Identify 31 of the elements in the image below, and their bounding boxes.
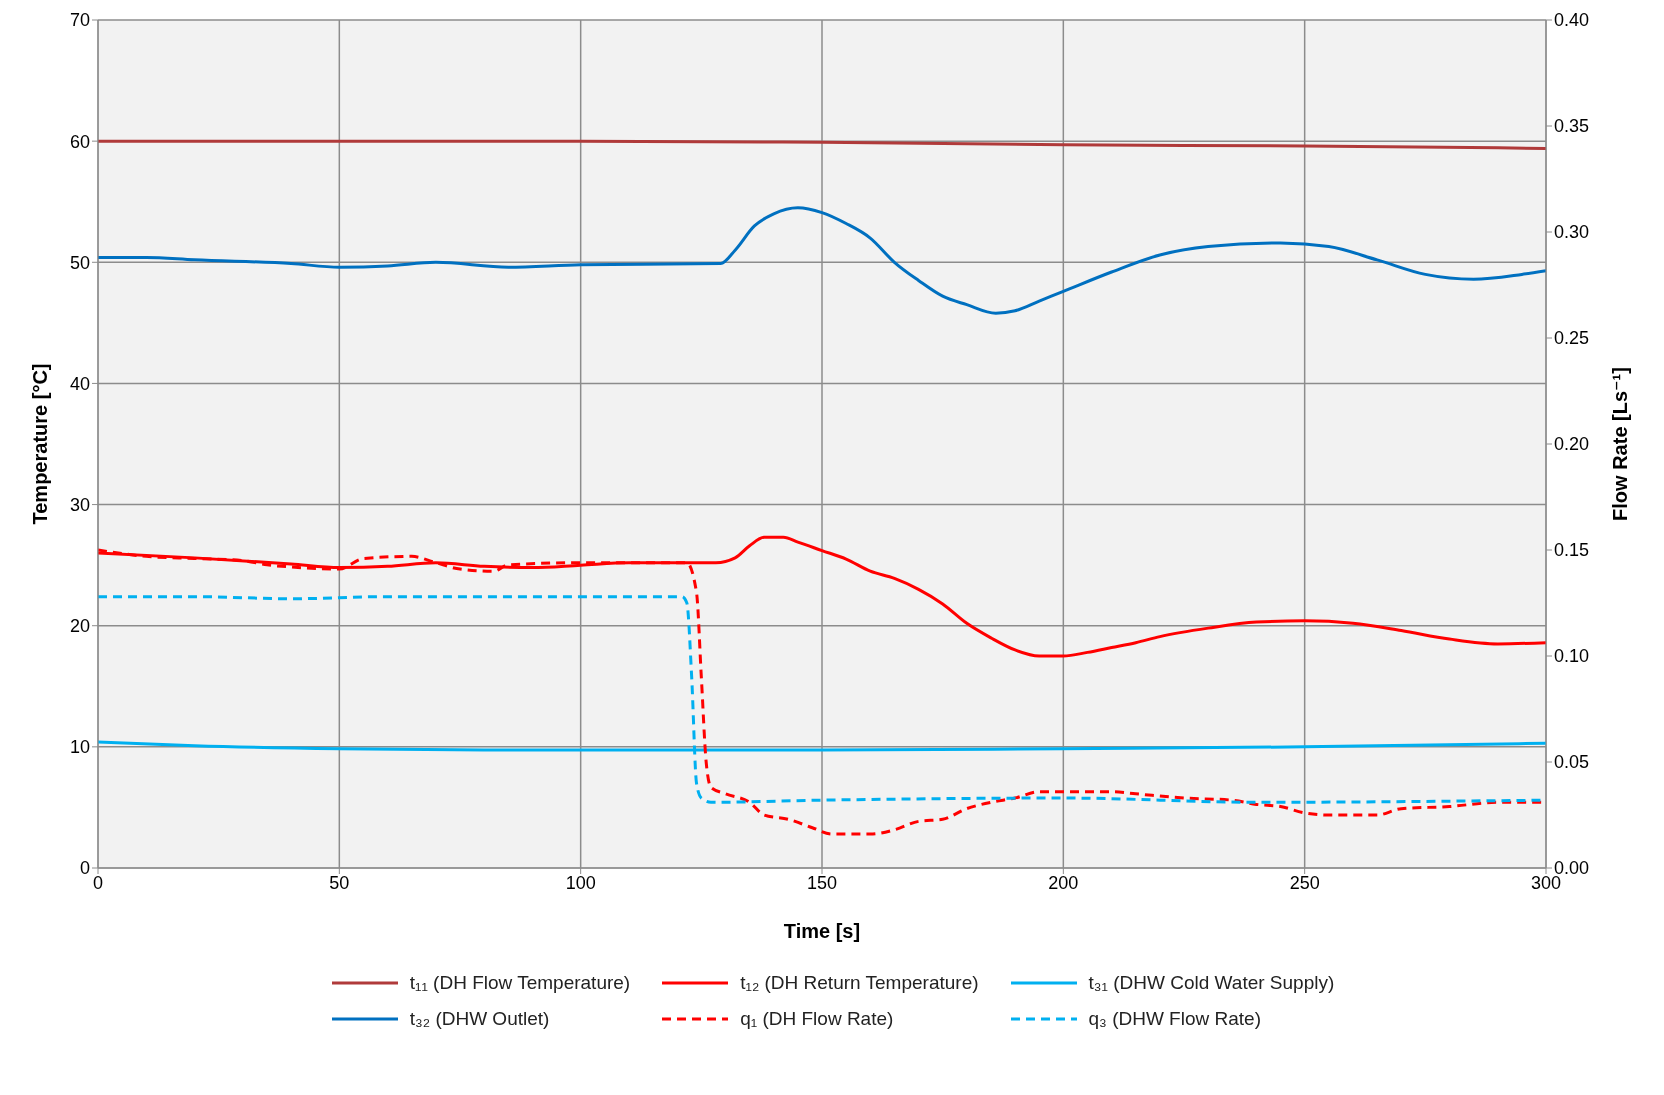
legend-label: q₁ (DH Flow Rate) [740,1008,894,1030]
legend-label: t₁₁ (DH Flow Temperature) [409,972,631,994]
x-tick-label: 0 [92,872,104,893]
y-tick-label: 70 [69,10,90,31]
y-tick-label: 40 [69,373,90,394]
x-tick-label: 150 [806,872,838,893]
y2-tick-label: 0.05 [1554,752,1590,773]
legend-label: t₃₁ (DHW Cold Water Supply) [1088,972,1335,994]
y2-tick-label: 0.20 [1554,434,1590,455]
y-tick-label: 30 [69,494,90,515]
x-tick-label: 250 [1289,872,1320,893]
legend-label: t₁₂ (DH Return Temperature) [740,972,979,994]
y2-tick-label: 0.35 [1554,116,1590,137]
x-axis-title: Time [s] [783,920,861,942]
y2-tick-label: 0.15 [1554,540,1590,561]
y-axis-title: Temperature [°C] [29,363,52,525]
legend-label: t₃₂ (DHW Outlet) [409,1008,550,1030]
legend-label: q₃ (DHW Flow Rate) [1088,1008,1261,1030]
x-tick-label: 200 [1048,872,1079,893]
y-tick-label: 50 [69,252,90,273]
y2-tick-label: 0.10 [1554,646,1590,667]
y-tick-label: 10 [69,737,90,758]
y2-tick-label: 0.30 [1554,222,1590,243]
y2-axis-title: Flow Rate [Ls⁻¹] [1609,367,1632,521]
y-tick-label: 0 [79,858,90,879]
x-tick-label: 50 [329,872,350,893]
y-tick-label: 20 [69,616,90,637]
y2-tick-label: 0.25 [1554,328,1590,349]
y-tick-label: 60 [69,131,90,152]
y2-tick-label: 0.40 [1554,10,1590,31]
x-tick-label: 100 [565,872,596,893]
